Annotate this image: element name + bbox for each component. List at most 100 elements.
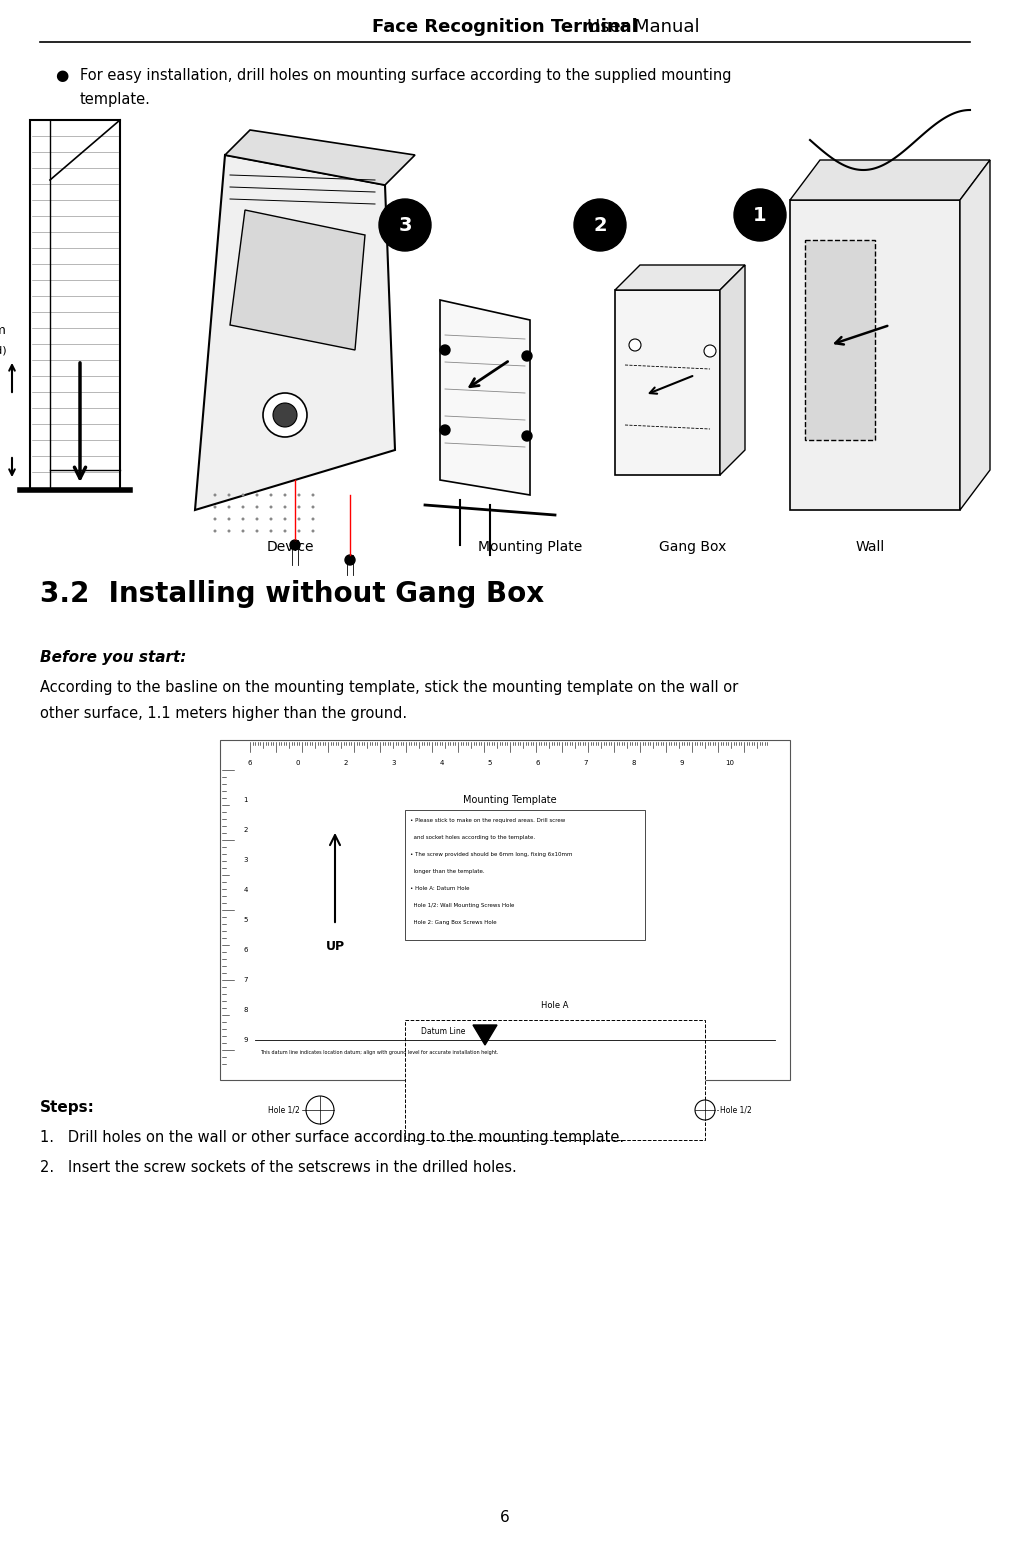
Circle shape [298, 505, 301, 509]
Text: UP: UP [325, 940, 344, 952]
Circle shape [311, 518, 314, 521]
Text: 7: 7 [243, 977, 248, 983]
Polygon shape [473, 1025, 497, 1045]
Text: 4: 4 [439, 760, 444, 766]
Polygon shape [195, 156, 395, 510]
Polygon shape [440, 300, 530, 495]
Text: 5: 5 [488, 760, 492, 766]
Text: Hole 1/2: Hole 1/2 [720, 1105, 751, 1114]
Bar [405, 811, 645, 940]
Polygon shape [230, 210, 365, 350]
Text: • The screw provided should be 6mm long, fixing 6x10mm: • The screw provided should be 6mm long,… [410, 852, 573, 857]
Text: template.: template. [80, 92, 150, 106]
Text: 8: 8 [631, 760, 636, 766]
Circle shape [284, 530, 287, 533]
Circle shape [704, 345, 716, 358]
Text: User Manual: User Manual [311, 18, 699, 35]
Circle shape [256, 530, 259, 533]
Text: 6: 6 [535, 760, 540, 766]
Text: Mounting Plate: Mounting Plate [478, 539, 582, 555]
Text: • Please stick to make on the required areas. Drill screw: • Please stick to make on the required a… [410, 818, 566, 823]
Circle shape [522, 431, 532, 441]
Bar [405, 1020, 705, 1140]
Text: Wall: Wall [855, 539, 885, 555]
Circle shape [311, 505, 314, 509]
Circle shape [213, 493, 216, 496]
Polygon shape [615, 265, 745, 290]
Circle shape [213, 518, 216, 521]
Circle shape [263, 393, 307, 438]
Bar [30, 120, 120, 490]
Circle shape [273, 404, 297, 427]
Circle shape [290, 539, 300, 550]
Circle shape [311, 493, 314, 496]
Bar [615, 290, 720, 475]
Circle shape [270, 530, 273, 533]
Circle shape [241, 530, 244, 533]
Circle shape [734, 190, 786, 240]
Text: 1: 1 [243, 797, 248, 803]
Text: 4: 4 [243, 888, 248, 892]
Text: 6: 6 [500, 1510, 510, 1526]
Text: 3: 3 [392, 760, 396, 766]
Polygon shape [225, 129, 415, 185]
Text: 6: 6 [243, 948, 248, 952]
Text: ●: ● [55, 68, 69, 83]
Text: Mounting Template: Mounting Template [464, 795, 557, 804]
Text: 2: 2 [243, 828, 248, 834]
Circle shape [284, 518, 287, 521]
Text: 7: 7 [584, 760, 588, 766]
Circle shape [213, 530, 216, 533]
Text: Steps:: Steps: [40, 1100, 95, 1116]
Circle shape [256, 505, 259, 509]
Text: 3.2  Installing without Gang Box: 3.2 Installing without Gang Box [40, 579, 544, 609]
Circle shape [306, 1096, 334, 1123]
Text: 8: 8 [243, 1006, 248, 1012]
Circle shape [440, 345, 450, 354]
Text: 3: 3 [398, 216, 412, 234]
Text: Datum Line: Datum Line [420, 1028, 465, 1037]
Text: • Hole A: Datum Hole: • Hole A: Datum Hole [410, 886, 470, 891]
Text: 0: 0 [296, 760, 300, 766]
Text: 10: 10 [725, 760, 734, 766]
Text: 1.   Drill holes on the wall or other surface according to the mounting template: 1. Drill holes on the wall or other surf… [40, 1130, 624, 1145]
Text: longer than the template.: longer than the template. [410, 869, 485, 874]
Circle shape [241, 518, 244, 521]
Text: 2: 2 [343, 760, 348, 766]
Circle shape [345, 555, 355, 566]
Circle shape [241, 505, 244, 509]
Circle shape [298, 530, 301, 533]
Text: For easy installation, drill holes on mounting surface according to the supplied: For easy installation, drill holes on mo… [80, 68, 731, 83]
Text: 2.   Insert the screw sockets of the setscrews in the drilled holes.: 2. Insert the screw sockets of the setsc… [40, 1160, 517, 1174]
Text: 5: 5 [243, 917, 248, 923]
Text: (Recommended): (Recommended) [0, 345, 7, 354]
Circle shape [284, 493, 287, 496]
Circle shape [241, 493, 244, 496]
Circle shape [213, 505, 216, 509]
Text: 3: 3 [243, 857, 248, 863]
Bar [790, 200, 960, 510]
Circle shape [695, 1100, 715, 1120]
Circle shape [629, 339, 641, 351]
Circle shape [574, 199, 626, 251]
Text: 1.1m: 1.1m [0, 324, 7, 336]
Circle shape [227, 518, 230, 521]
Text: 1: 1 [753, 205, 767, 225]
Circle shape [256, 493, 259, 496]
Circle shape [227, 530, 230, 533]
Circle shape [270, 505, 273, 509]
Bar [805, 240, 875, 441]
Circle shape [379, 199, 431, 251]
Circle shape [311, 530, 314, 533]
Text: Before you start:: Before you start: [40, 650, 187, 666]
Polygon shape [960, 160, 990, 510]
Polygon shape [720, 265, 745, 475]
Circle shape [270, 493, 273, 496]
Circle shape [522, 351, 532, 361]
Circle shape [270, 518, 273, 521]
Text: Hole 2: Gang Box Screws Hole: Hole 2: Gang Box Screws Hole [410, 920, 497, 925]
Text: Device: Device [267, 539, 314, 555]
Circle shape [440, 425, 450, 435]
Circle shape [256, 518, 259, 521]
Text: 9: 9 [243, 1037, 248, 1043]
